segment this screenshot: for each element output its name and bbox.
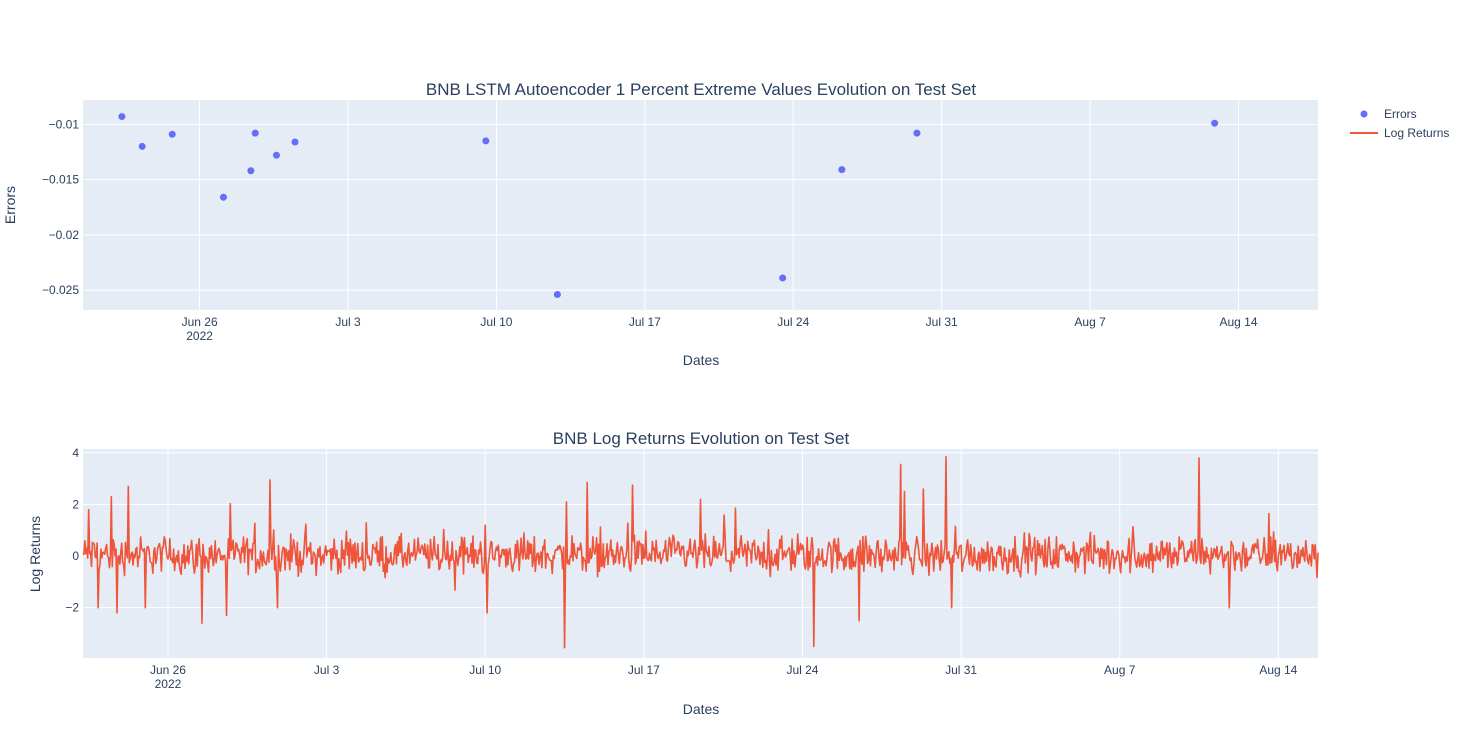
y-tick-label: −0.02 <box>49 228 80 242</box>
log-returns-line <box>82 455 1319 649</box>
errors-y-axis-title: Errors <box>2 186 18 224</box>
y-tick-label: −0.025 <box>42 283 79 297</box>
errors-points <box>118 113 1219 299</box>
y-tick-label: 4 <box>72 446 79 460</box>
error-point <box>118 113 126 121</box>
x-tick-label: Jul 3 <box>335 315 361 329</box>
log-returns-x-axis-title: Dates <box>683 701 720 717</box>
x-tick-label: Jul 10 <box>469 663 501 677</box>
error-point <box>553 291 561 299</box>
error-point <box>138 142 146 150</box>
log-returns-y-axis-title: Log Returns <box>27 516 43 592</box>
error-point <box>251 129 259 137</box>
log-returns-chart-title: BNB Log Returns Evolution on Test Set <box>553 429 850 448</box>
legend-item-log-returns[interactable]: Log Returns <box>1350 126 1449 140</box>
error-point <box>1211 119 1219 127</box>
error-point <box>219 193 227 201</box>
x-tick-label: Jun 26 <box>182 315 218 329</box>
x-tick-label: Aug 7 <box>1074 315 1106 329</box>
log-returns-y-ticks: 4 2 0 −2 <box>65 446 79 615</box>
x-tick-label: Aug 14 <box>1259 663 1297 677</box>
errors-x-axis-title: Dates <box>683 352 720 368</box>
x-tick-label: Jul 3 <box>314 663 340 677</box>
x-tick-label: Jun 26 <box>150 663 186 677</box>
x-tick-label: Jul 31 <box>926 315 958 329</box>
x-tick-label: Jul 24 <box>786 663 818 677</box>
y-tick-label: 2 <box>72 497 79 511</box>
error-point <box>482 137 490 145</box>
y-tick-label: 0 <box>72 549 79 563</box>
x-tick-label: Aug 14 <box>1219 315 1257 329</box>
x-tick-label: Jul 10 <box>480 315 512 329</box>
legend-item-errors[interactable]: Errors <box>1360 107 1417 121</box>
errors-chart-title: BNB LSTM Autoencoder 1 Percent Extreme V… <box>426 80 977 99</box>
error-point <box>838 166 846 174</box>
errors-gridlines <box>83 100 1318 310</box>
errors-y-ticks: −0.01 −0.015 −0.02 −0.025 <box>42 117 79 297</box>
y-tick-label: −0.01 <box>49 117 80 131</box>
legend: Errors Log Returns <box>1350 107 1449 140</box>
x-tick-year-label: 2022 <box>186 329 213 343</box>
error-point <box>247 167 255 175</box>
error-point <box>272 151 280 159</box>
x-tick-label: Aug 7 <box>1104 663 1136 677</box>
x-tick-label: Jul 24 <box>777 315 809 329</box>
y-tick-label: −2 <box>65 601 79 615</box>
x-tick-label: Jul 17 <box>629 315 661 329</box>
legend-log-returns-label: Log Returns <box>1384 126 1449 140</box>
y-tick-label: −0.015 <box>42 173 79 187</box>
error-point <box>913 129 921 137</box>
legend-errors-marker <box>1360 110 1368 118</box>
x-tick-label: Jul 17 <box>628 663 660 677</box>
error-point <box>291 138 299 146</box>
x-tick-label: Jul 31 <box>945 663 977 677</box>
error-point <box>779 274 787 282</box>
error-point <box>168 130 176 138</box>
legend-errors-label: Errors <box>1384 107 1417 121</box>
errors-plot-background <box>83 100 1318 310</box>
x-tick-year-label: 2022 <box>155 677 182 691</box>
